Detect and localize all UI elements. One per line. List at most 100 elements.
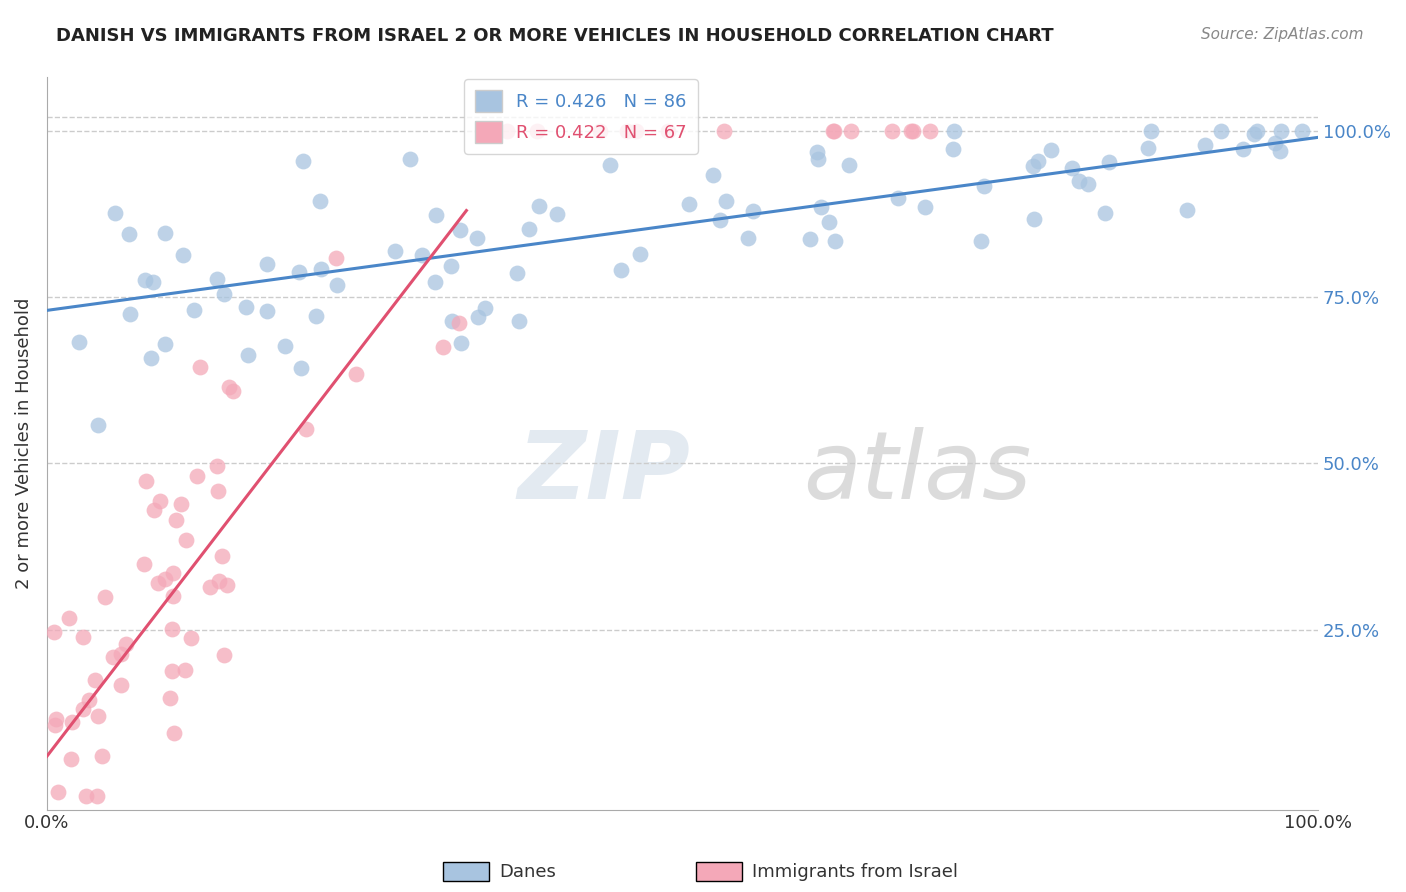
Point — [821, 124, 844, 138]
Point — [432, 340, 454, 354]
Point — [886, 191, 908, 205]
Point — [527, 198, 550, 212]
Point — [67, 335, 90, 350]
Point — [709, 213, 731, 227]
Point — [172, 248, 194, 262]
Point — [170, 496, 193, 510]
Point — [450, 336, 472, 351]
Point — [44, 625, 66, 640]
Legend: R = 0.426   N = 86, R = 0.422   N = 67: R = 0.426 N = 86, R = 0.422 N = 67 — [464, 79, 697, 154]
Point — [305, 309, 328, 323]
Point — [214, 648, 236, 662]
Point — [221, 384, 243, 398]
Y-axis label: 2 or more Vehicles in Household: 2 or more Vehicles in Household — [15, 298, 32, 590]
Point — [616, 124, 638, 138]
Point — [146, 576, 169, 591]
Point — [823, 124, 845, 138]
Point — [1175, 202, 1198, 217]
Point — [110, 647, 132, 661]
Point — [72, 630, 94, 644]
Point — [440, 314, 463, 328]
Point — [46, 785, 69, 799]
Point — [218, 380, 240, 394]
Point — [807, 152, 830, 166]
Point — [742, 204, 765, 219]
Point — [969, 234, 991, 248]
Point — [423, 275, 446, 289]
Point — [290, 361, 312, 376]
Point — [142, 275, 165, 289]
Point — [713, 124, 735, 138]
Point — [1270, 124, 1292, 138]
Point — [474, 301, 496, 316]
Point — [186, 469, 208, 483]
Point — [903, 124, 925, 138]
Point — [467, 310, 489, 324]
Point — [1077, 177, 1099, 191]
Point — [274, 339, 297, 353]
Point — [143, 503, 166, 517]
Point — [1098, 154, 1121, 169]
Text: Danes: Danes — [499, 863, 555, 881]
Point — [449, 223, 471, 237]
Text: atlas: atlas — [803, 427, 1032, 518]
Point — [162, 566, 184, 581]
Point — [411, 247, 433, 261]
Text: Immigrants from Israel: Immigrants from Israel — [752, 863, 959, 881]
Point — [104, 206, 127, 220]
Point — [160, 622, 183, 636]
Point — [165, 513, 187, 527]
Point — [589, 124, 612, 138]
Point — [59, 752, 82, 766]
Point — [384, 244, 406, 258]
Text: Source: ZipAtlas.com: Source: ZipAtlas.com — [1201, 27, 1364, 42]
Point — [91, 748, 114, 763]
Point — [508, 314, 530, 328]
Point — [702, 168, 724, 182]
Point — [326, 277, 349, 292]
Point — [1209, 124, 1232, 138]
Point — [517, 222, 540, 236]
Point — [495, 124, 517, 138]
Point — [60, 714, 83, 729]
Point — [83, 673, 105, 688]
Point — [942, 142, 965, 156]
Point — [309, 261, 332, 276]
Point — [211, 549, 233, 563]
Point — [599, 158, 621, 172]
Point — [657, 124, 679, 138]
Point — [207, 483, 229, 498]
Point — [162, 589, 184, 603]
Point — [176, 533, 198, 547]
Point — [235, 300, 257, 314]
Point — [1291, 124, 1313, 138]
Point — [291, 153, 314, 168]
Point — [153, 572, 176, 586]
Point — [160, 664, 183, 678]
Point — [45, 712, 67, 726]
Point — [75, 789, 97, 804]
Point — [1243, 127, 1265, 141]
Point — [449, 316, 471, 330]
Point — [838, 158, 860, 172]
Point — [58, 610, 80, 624]
Point — [1194, 137, 1216, 152]
Point — [87, 709, 110, 723]
Point — [103, 650, 125, 665]
Point — [94, 590, 117, 604]
Point — [87, 418, 110, 433]
Point — [159, 691, 181, 706]
Point — [1026, 154, 1049, 169]
Text: DANISH VS IMMIGRANTS FROM ISRAEL 2 OR MORE VEHICLES IN HOUSEHOLD CORRELATION CHA: DANISH VS IMMIGRANTS FROM ISRAEL 2 OR MO… — [56, 27, 1054, 45]
Point — [818, 215, 841, 229]
Point — [309, 194, 332, 208]
Point — [110, 678, 132, 692]
Point — [425, 208, 447, 222]
Point — [900, 124, 922, 138]
Point — [624, 124, 647, 138]
Point — [609, 262, 631, 277]
Point — [198, 581, 221, 595]
Point — [153, 336, 176, 351]
Point — [134, 273, 156, 287]
Point — [294, 422, 316, 436]
